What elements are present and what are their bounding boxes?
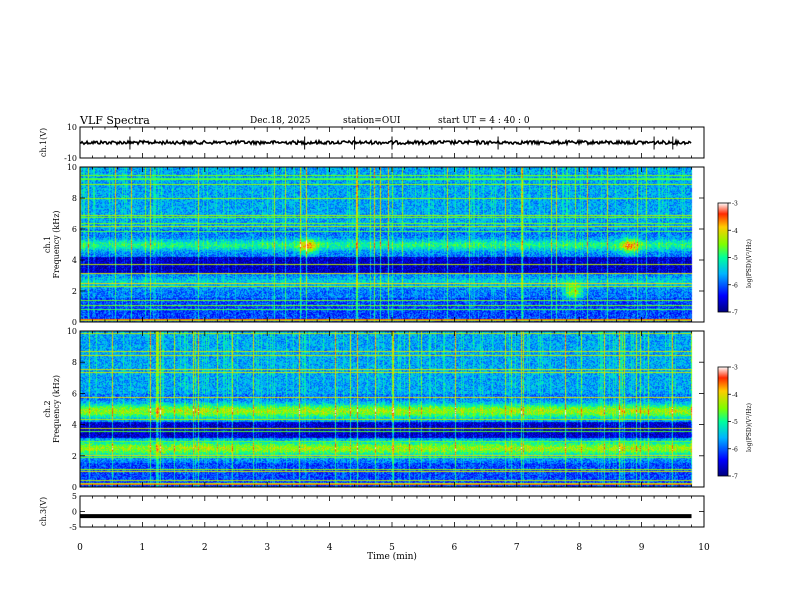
ch1-spectrogram-ytick-label: 2 [72,287,77,296]
ch2-spectrogram-ytick-label: 4 [72,421,77,430]
ch1-spectrogram-ytick-label: 6 [72,225,77,234]
ch2-spectrogram-colorbar-tick-label: -6 [732,446,738,453]
x-tick-label: 4 [327,543,333,553]
ch1-spectrogram-colorbar [717,202,729,313]
x-tick-label: 8 [576,543,582,553]
ch1-spectrogram-colorbar-label: log(PSD)(V²/Hz) [746,239,753,288]
ch1-spectrogram-image [80,167,704,322]
ch2-spectrogram-colorbar-label: log(PSD)(V²/Hz) [746,403,753,452]
ch2-spectrogram-ylabel2: Frequency (kHz) [52,375,61,443]
ch2-spectrogram-ytick-label: 10 [67,327,77,336]
ch2-spectrogram-image [80,331,704,487]
ch2-spectrogram-colorbar-tick-label: -4 [732,392,738,399]
ch3-waveform-ylabel: ch.3(V) [39,497,48,526]
station-label: station=OUI [343,116,401,126]
ch2-spectrogram-ytick-label: 6 [72,389,77,398]
ch1-spectrogram-ytick-label: 0 [72,318,77,327]
ch1-spectrogram-colorbar-tick-label: -6 [732,282,738,289]
x-axis-label: Time (min) [367,551,417,562]
ch2-spectrogram-ytick-label: 8 [72,358,77,367]
ch1-spectrogram-colorbar-tick-label: -4 [732,228,738,235]
x-tick-label: 2 [202,543,208,553]
ch1-spectrogram-colorbar-tick-label: -3 [732,201,738,208]
ch2-spectrogram-colorbar-tick-label: -7 [732,474,738,481]
x-tick-label: 7 [514,543,520,553]
x-tick-label: 9 [639,543,645,553]
chart-title: VLF Spectra [80,114,150,127]
ch2-spectrogram-colorbar-tick-label: -5 [732,419,738,426]
ch3-waveform-ytick-label: -5 [69,523,77,532]
ch1-spectrogram-ylabel2: Frequency (kHz) [52,210,61,278]
ch2-spectrogram-colorbar [717,366,729,477]
x-tick-label: 0 [77,543,83,553]
ch2-spectrogram-ytick-label: 2 [72,452,77,461]
ch1-spectrogram-ylabel1: ch.1 [43,236,52,253]
ch3-waveform-ytick-label: 0 [72,508,77,517]
date-label: Dec.18, 2025 [250,116,311,126]
x-tick-label: 3 [264,543,270,553]
ch1-waveform-ytick-label: -10 [64,154,77,163]
ch2-spectrogram-ytick-label: 0 [72,483,77,492]
ch1-spectrogram-ytick-label: 4 [72,256,77,265]
ch1-waveform-ylabel: ch.1(V) [39,128,48,157]
ch1-waveform-ytick-label: 10 [67,123,77,132]
x-tick-label: 6 [452,543,458,553]
ch1-spectrogram-colorbar-tick-label: -7 [732,310,738,317]
ch2-spectrogram-ylabel1: ch.2 [43,400,52,417]
ch1-spectrogram-ytick-label: 10 [67,163,77,172]
ch2-spectrogram-colorbar-tick-label: -3 [732,365,738,372]
x-tick-label: 1 [140,543,146,553]
x-tick-label: 10 [698,543,710,553]
ch1-waveform-trace [79,138,692,147]
x-tick-label: 5 [389,543,395,553]
ch1-spectrogram-ytick-label: 8 [72,194,77,203]
ch1-spectrogram-colorbar-tick-label: -5 [732,255,738,262]
ch3-waveform-ytick-label: 5 [72,492,77,501]
start-ut-label: start UT = 4 : 40 : 0 [438,116,530,126]
